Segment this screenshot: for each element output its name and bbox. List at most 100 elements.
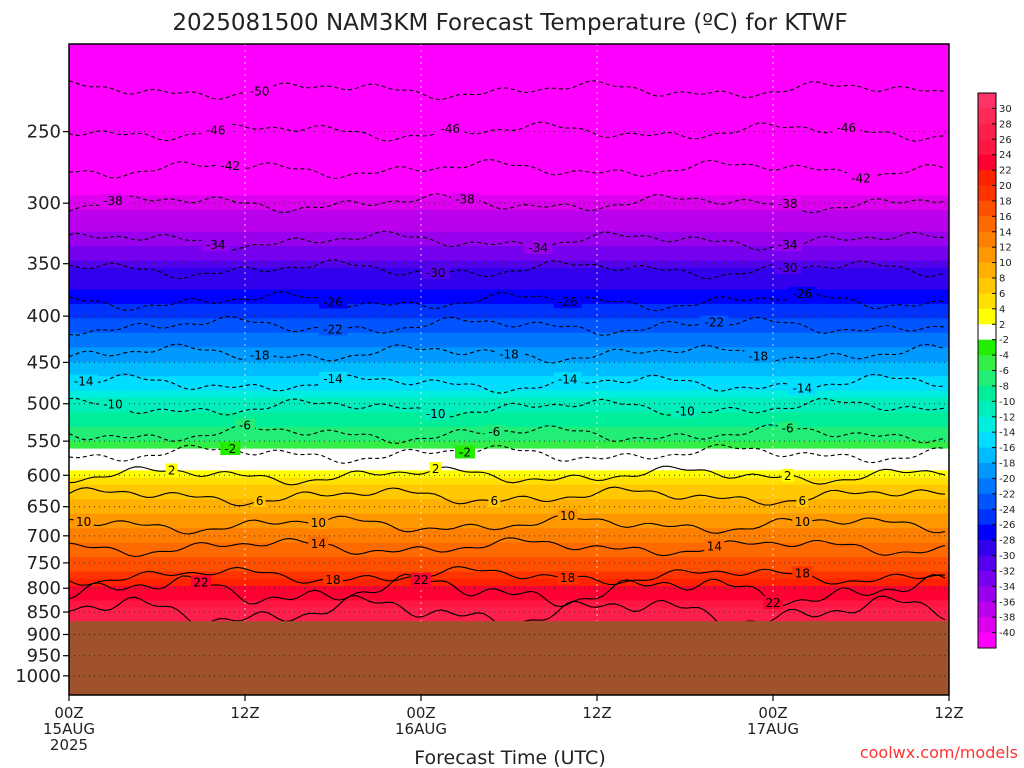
contour-label: -26: [558, 295, 578, 309]
temperature-band: [69, 217, 949, 226]
contour-label-bg: [455, 445, 475, 459]
y-axis: 2503003504004505005506006507007508008509…: [15, 122, 69, 687]
temperature-band: [69, 137, 949, 146]
colorbar-swatch: [978, 231, 996, 248]
colorbar-label: 16: [999, 212, 1012, 223]
colorbar-swatch: [978, 478, 996, 495]
colorbar-label: 24: [999, 150, 1012, 161]
contour-label-bg: [201, 123, 230, 137]
temperature-band: [69, 434, 949, 443]
colorbar-swatch: [978, 293, 996, 310]
colorbar-label: -28: [999, 536, 1015, 547]
contour-label: -6: [239, 419, 251, 433]
y-tick-label: 450: [27, 352, 61, 373]
colorbar-label: -32: [999, 566, 1015, 577]
temperature-band: [69, 397, 949, 407]
temperature-band: [69, 470, 949, 479]
colorbar-label: -8: [999, 381, 1009, 392]
temperature-band: [69, 499, 949, 508]
colorbar-label: -24: [999, 505, 1015, 516]
contour-label: 6: [799, 494, 807, 508]
contour-label-bg: [319, 371, 347, 385]
contour-label: 10: [76, 515, 91, 529]
contour-label-bg: [488, 494, 501, 508]
temperature-band: [69, 65, 949, 74]
x-tick-label: 16AUG: [395, 720, 447, 738]
colorbar-swatch: [978, 586, 996, 603]
contour-label: 10: [795, 515, 810, 529]
temperature-band: [69, 282, 949, 291]
x-tick-label: 12Z: [582, 704, 611, 722]
colorbar-label: -14: [999, 428, 1015, 439]
credit-link[interactable]: coolwx.com/models: [860, 743, 1018, 762]
contour-label: 22: [765, 596, 780, 610]
temperature-band: [69, 44, 949, 52]
contour-label-bg: [553, 372, 582, 386]
temperature-band: [69, 246, 949, 255]
colorbar-swatch: [978, 555, 996, 572]
contour-label: 10: [311, 516, 326, 530]
temperature-band: [69, 72, 949, 81]
contour-label-bg: [421, 406, 450, 420]
temperature-band: [69, 130, 949, 139]
chart-title: 2025081500 NAM3KM Forecast Temperature (…: [172, 10, 847, 36]
temperature-fill: [69, 44, 949, 695]
grid-lines: [69, 44, 949, 695]
colorbar-swatch: [978, 401, 996, 418]
contour-label-bg: [763, 596, 783, 610]
colorbar-label: -20: [999, 474, 1015, 485]
colorbar-swatch: [978, 493, 996, 510]
temperature-band: [69, 101, 949, 110]
contour-label: 10: [560, 509, 575, 523]
y-tick-label: 950: [27, 646, 61, 667]
contour-label: -6: [782, 421, 794, 435]
contour-label: 6: [256, 494, 264, 508]
temperature-band: [69, 578, 949, 587]
temperature-band: [69, 586, 949, 595]
isotherm-line: [69, 537, 946, 558]
colorbar-label: -18: [999, 459, 1015, 470]
temperature-band: [69, 275, 949, 284]
isotherm-line: [69, 158, 946, 179]
contour-label: -14: [793, 381, 813, 395]
temperature-band: [69, 332, 949, 341]
temperature-band: [69, 492, 949, 501]
contour-label: -46: [837, 121, 857, 135]
colorbar-swatch: [978, 540, 996, 556]
colorbar-swatch: [978, 278, 996, 294]
temperature-band: [69, 593, 949, 602]
colorbar-label: 18: [999, 196, 1012, 207]
isotherm-line: [69, 80, 946, 101]
temperature-band: [69, 209, 949, 219]
contour-label-bg: [557, 508, 578, 522]
temperature-band: [69, 195, 949, 204]
temperature-band: [69, 528, 949, 537]
x-tick-label: 12Z: [934, 704, 963, 722]
temperature-band: [69, 58, 949, 67]
contour-label-bg: [319, 322, 347, 336]
contour-label-bg: [436, 122, 465, 136]
x-tick-label: 15AUG: [43, 720, 95, 738]
colorbar-swatch: [978, 524, 996, 541]
contour-label: -34: [206, 238, 226, 252]
contour-label-bg: [191, 575, 211, 589]
temperature-band: [69, 202, 949, 211]
colorbar-label: 6: [999, 289, 1005, 300]
colorbar-label: 8: [999, 274, 1005, 285]
contour-label: 2: [784, 469, 792, 483]
colorbar-label: -22: [999, 489, 1015, 500]
contour-label: -14: [323, 372, 343, 386]
y-tick-label: 650: [27, 497, 61, 518]
contour-label-bg: [773, 238, 802, 252]
colorbar-label: -38: [999, 613, 1015, 624]
contour-label-bg: [781, 468, 794, 482]
contour-label-bg: [788, 381, 817, 395]
temperature-band: [69, 318, 949, 327]
y-tick-label: 800: [27, 578, 61, 599]
temperature-band: [69, 557, 949, 566]
colorbar-swatch: [978, 632, 996, 649]
y-tick-label: 350: [27, 254, 61, 275]
contour-label-bg: [495, 347, 523, 361]
temperature-band: [69, 267, 949, 276]
temperature-band: [69, 441, 949, 450]
